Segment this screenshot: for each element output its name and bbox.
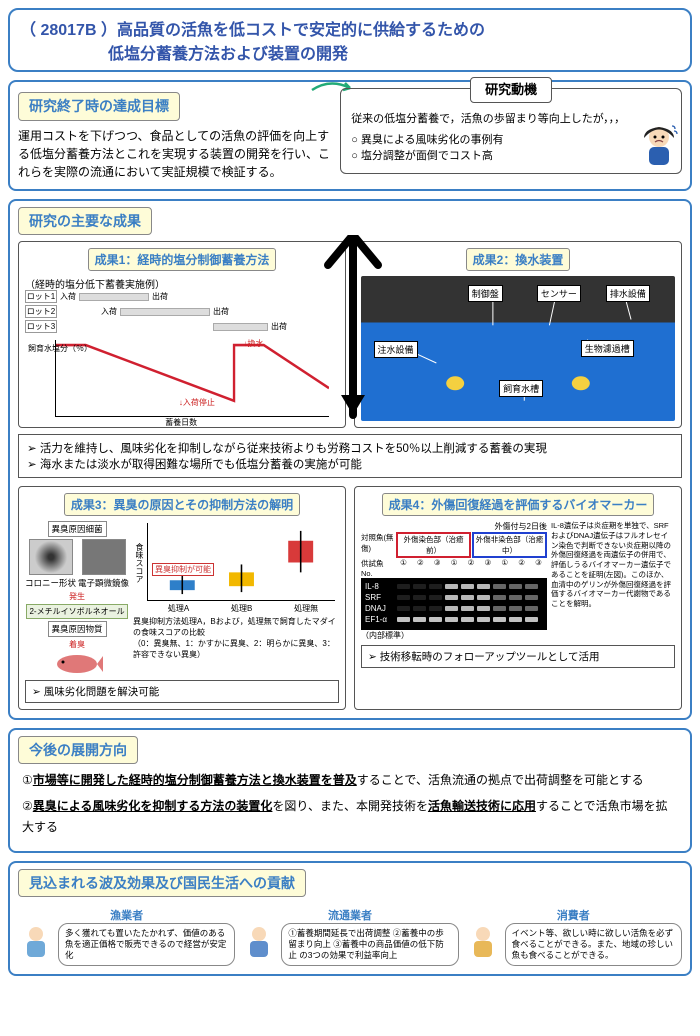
person-icon <box>241 923 277 959</box>
title-line1: 高品質の活魚を低コストで安定的に供給するための <box>117 22 485 39</box>
goal-section: 研究終了時の達成目標 運用コストを下げつつ、食品としての活魚の評価を向上する低塩… <box>8 80 692 191</box>
motivation-tab: 研究動機 <box>470 77 552 103</box>
r3-chart-title: 異臭抑制方法処理A，Bおよび，処理無で飼育したマダイの食味スコアの比較 <box>133 616 339 638</box>
anno-stop: ↓入荷停止 <box>179 397 215 408</box>
photo-callout: 飼育水槽 <box>499 380 543 397</box>
results-bullets: 活力を維持し、風味劣化を抑制しながら従来技術よりも労務コストを50％以上削減する… <box>18 434 682 478</box>
photo-callout: センサー <box>537 285 581 302</box>
person-icon <box>18 923 54 959</box>
flow-arrows-icon <box>323 235 383 435</box>
impact-label: 見込まれる波及効果及び国民生活への貢献 <box>18 869 306 897</box>
salinity-line-chart: 飼育水塩分（％） 蓄養日数 ↓入荷停止 ↓換水 <box>55 340 329 417</box>
stakeholder-title: 漁業者 <box>18 907 235 923</box>
lot-label: ロット3 <box>25 320 57 333</box>
motivation-list: 異臭による風味劣化の事例有 塩分調整が面倒でコスト高 <box>351 132 635 165</box>
result1-label: 成果1：経時的塩分制御蓄養方法 <box>88 248 277 271</box>
motivation-box: 研究動機 従来の低塩分蓄養で，活魚の歩留まり等向上したが，，， 異臭による風味劣… <box>340 88 682 174</box>
r4-side-text: IL-8遺伝子は炎症期を単独で、SRFおよびDNAJ遺伝子はフルオレセイン染色で… <box>551 521 675 641</box>
title-box: （ 28017B ）高品質の活魚を低コストで安定的に供給するための 低塩分蓄養方… <box>8 8 692 72</box>
result3-note: 風味劣化問題を解決可能 <box>25 680 339 703</box>
cause-bacteria-label: 異臭原因細菌 <box>48 521 107 537</box>
stakeholder-title: 流通業者 <box>241 907 458 923</box>
cause-substance-label: 異臭原因物質 <box>48 621 107 637</box>
goal-text: 運用コストを下げつつ、食品としての活魚の評価を向上する低塩分蓄養方法とこれを実現… <box>18 127 330 181</box>
result4-label: 成果4：外傷回復経過を評価するバイオマーカー <box>382 493 655 516</box>
result4-box: 成果4：外傷回復経過を評価するバイオマーカー 外傷付与2日後 対照魚(無傷) 外… <box>354 486 682 710</box>
result4-note: 技術移転時のフォローアップツールとして活用 <box>361 645 675 668</box>
sem-image <box>82 539 126 575</box>
result1-caption: （経時的塩分低下蓄養実施例） <box>25 276 339 291</box>
impact-section: 見込まれる波及効果及び国民生活への貢献 漁業者多く獲れても置いたたかれず、価値の… <box>8 861 692 976</box>
stakeholder: 多く獲れても置いたたかれず、価値のある魚を適正価格で販売できるので経営が安定化 <box>18 923 235 966</box>
result3-label: 成果3：異臭の原因とその抑制方法の解明 <box>64 493 300 516</box>
colony-image <box>29 539 73 575</box>
speech-bubble: 多く獲れても置いたたかれず、価値のある魚を適正価格で販売できるので経営が安定化 <box>58 923 235 966</box>
goal-label: 研究終了時の達成目標 <box>18 92 180 121</box>
photo-callout: 生物濾過槽 <box>581 340 634 357</box>
project-code: （ 28017B ） <box>20 22 117 39</box>
fish-icon <box>51 652 103 676</box>
worried-person-icon <box>639 123 679 169</box>
future-item: ②異臭による風味劣化を抑制する方法の装置化を図り、また、本開発技術を活魚輸送技術… <box>22 796 678 837</box>
gel-image: IL-8SRFDNAJEF1-α <box>361 578 547 630</box>
boxplot-chart <box>148 523 335 600</box>
stakeholder: ①蓄養期間延長で出荷調整 ②蓄養中の歩留まり向上 ③蓄養中の商品価値の低下防止 … <box>241 923 458 966</box>
results-section: 研究の主要な成果 成果1：経時的塩分制御蓄養方法 （経時的塩分低下蓄養実施例） … <box>8 199 692 720</box>
speech-bubble: ①蓄養期間延長で出荷調整 ②蓄養中の歩留まり向上 ③蓄養中の商品価値の低下防止 … <box>281 923 458 966</box>
stakeholder-title: 消費者 <box>465 907 682 923</box>
r3-chart-footnote: （0：異臭無、1：かすかに異臭、2：明らかに異臭、3：許容できない異臭） <box>133 638 339 660</box>
bullet-item: 海水または淡水が取得困難な場所でも低塩分蓄養の実施が可能 <box>27 456 673 472</box>
photo-callout: 排水設備 <box>606 285 650 302</box>
motivation-item: 異臭による風味劣化の事例有 <box>351 132 635 149</box>
anno-exchange: ↓換水 <box>243 338 263 349</box>
lot-label: ロット2 <box>25 305 57 318</box>
result1-chart: （経時的塩分低下蓄養実施例） ロット1 入荷 出荷 ロット2 入荷 出荷 ロット… <box>25 276 339 421</box>
stakeholder: イベント等、欲しい時に欲しい活魚を必ず食べることができる。また、地域の珍しい魚も… <box>465 923 682 966</box>
results-label: 研究の主要な成果 <box>18 207 152 235</box>
motivation-lead: 従来の低塩分蓄養で，活魚の歩留まり等向上したが，，， <box>351 111 635 128</box>
speech-bubble: イベント等、欲しい時に欲しい活魚を必ず食べることができる。また、地域の珍しい魚も… <box>505 923 682 966</box>
result1-box: 成果1：経時的塩分制御蓄養方法 （経時的塩分低下蓄養実施例） ロット1 入荷 出… <box>18 241 346 428</box>
result2-box: 成果2：換水装置 制御盤センサー排水設備注水設備生物濾過槽飼育水槽 <box>354 241 682 428</box>
title-line2: 低塩分蓄養方法および装置の開発 <box>20 40 680 64</box>
compound-label: 2-メチルイソボルネオール <box>26 604 127 619</box>
future-label: 今後の展開方向 <box>18 736 138 764</box>
result2-label: 成果2：換水装置 <box>466 248 571 271</box>
person-icon <box>465 923 501 959</box>
result3-box: 成果3：異臭の原因とその抑制方法の解明 異臭原因細菌 コロニー形状 電子顕微鏡像… <box>18 486 346 710</box>
photo-callout: 制御盤 <box>468 285 503 302</box>
suppress-badge: 異臭抑制が可能 <box>152 563 214 576</box>
motivation-item: 塩分調整が面倒でコスト高 <box>351 148 635 165</box>
result2-photo: 制御盤センサー排水設備注水設備生物濾過槽飼育水槽 <box>361 276 675 421</box>
future-item: ①市場等に開発した経時的塩分制御蓄養方法と換水装置を普及することで、活魚流通の拠… <box>22 770 678 790</box>
bullet-item: 活力を維持し、風味劣化を抑制しながら従来技術よりも労務コストを50％以上削減する… <box>27 440 673 456</box>
future-section: 今後の展開方向 ①市場等に開発した経時的塩分制御蓄養方法と換水装置を普及すること… <box>8 728 692 853</box>
lot-label: ロット1 <box>25 290 57 303</box>
